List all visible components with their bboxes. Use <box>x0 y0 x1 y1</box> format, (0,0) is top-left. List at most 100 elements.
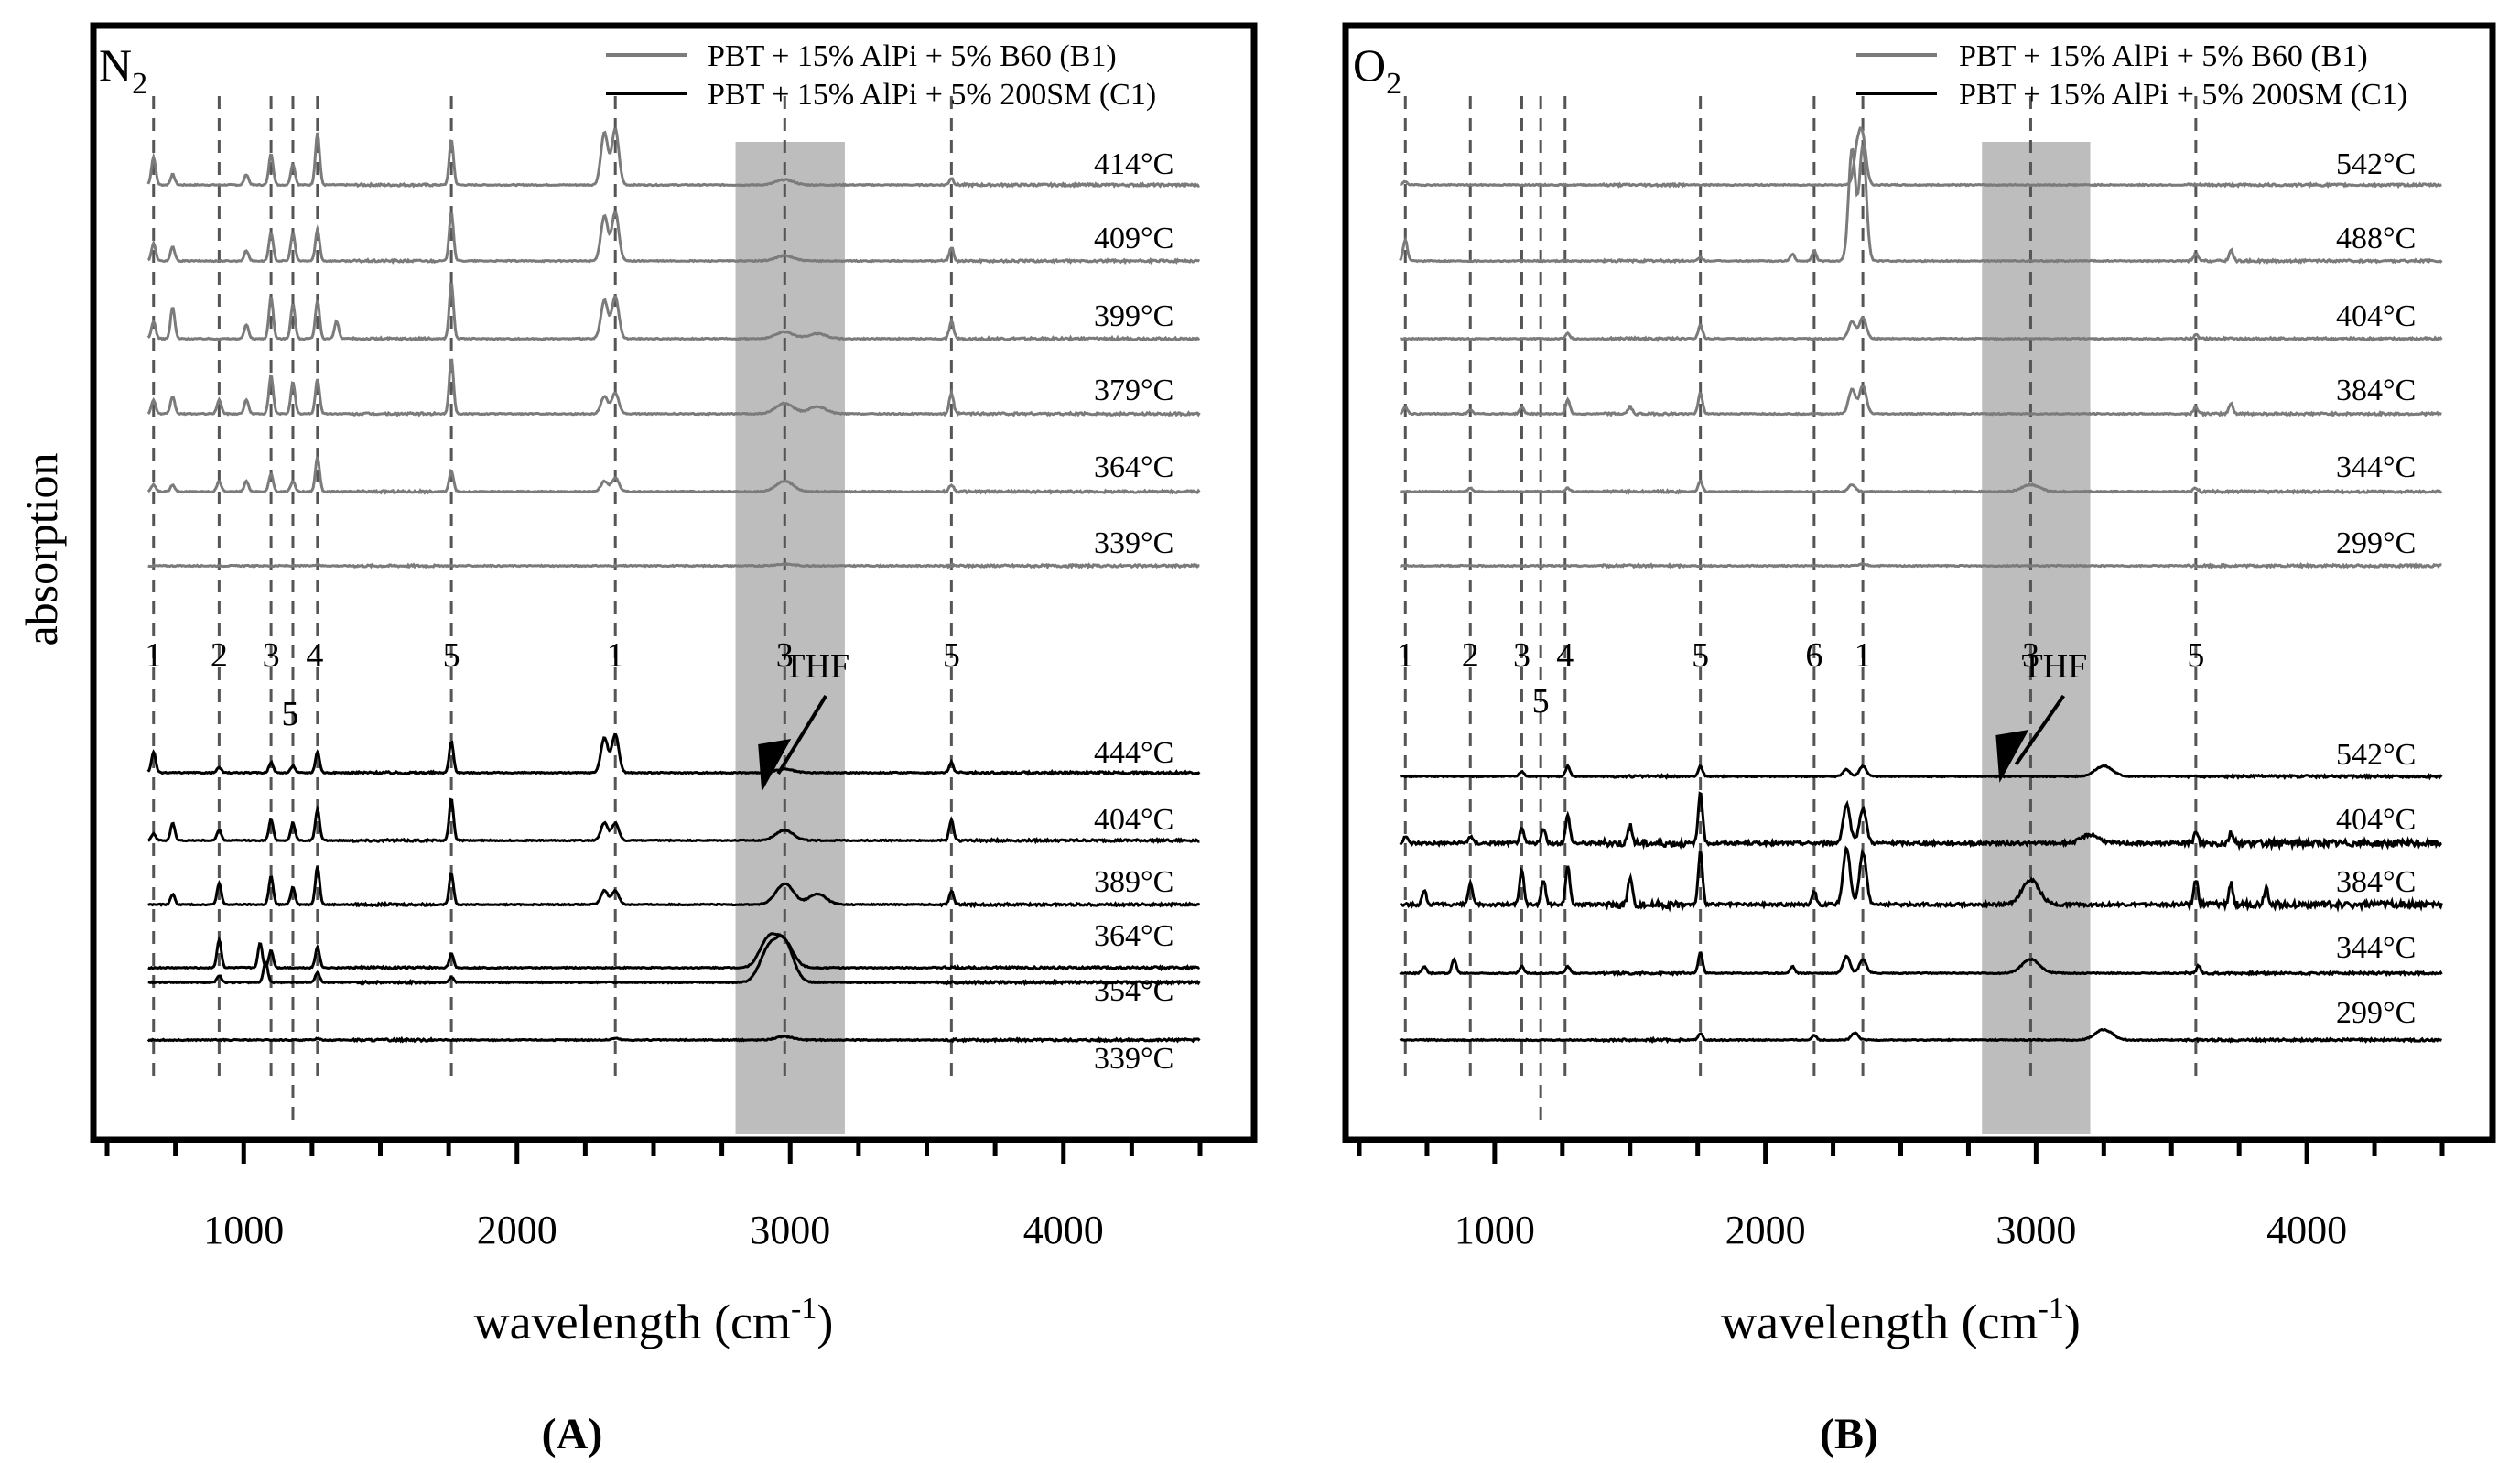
temperature-label: 344°C <box>2336 450 2416 484</box>
band-number-label: 1 <box>1855 636 1872 675</box>
band-number-label: 1 <box>1397 636 1414 675</box>
x-tick-label: 2000 <box>1725 1208 1806 1252</box>
temperature-label: 379°C <box>1094 374 1173 407</box>
x-tick-label: 2000 <box>477 1208 557 1252</box>
atmosphere-label: O2 <box>1353 39 1401 101</box>
thf-arrow-shaft <box>2014 694 2066 766</box>
spectrum-b1-line <box>146 283 1201 342</box>
temperature-label: 344°C <box>2336 931 2416 965</box>
x-tick-label: 3000 <box>750 1208 830 1252</box>
temperature-label: 384°C <box>2336 374 2416 407</box>
atmosphere-label-main: N <box>99 39 132 91</box>
spectrum-c1-line <box>1399 791 2442 851</box>
spectrum-b1-line <box>1400 561 2442 570</box>
spectrum-c1-line <box>1399 845 2443 913</box>
spectrum-b1-line <box>146 127 1200 189</box>
band-number-label: 5 <box>1692 636 1709 675</box>
band-number-label: 3 <box>1513 636 1530 675</box>
band-number-label: 5 <box>1532 682 1550 721</box>
spectrum-c1-line <box>147 932 1201 972</box>
x-tick-label: 1000 <box>203 1208 284 1252</box>
thf-arrow-head <box>1995 730 2029 783</box>
band-number-label: 4 <box>1556 636 1574 675</box>
spectrum-c1-line <box>1399 951 2443 978</box>
thf-annotation-label: THF <box>2021 647 2087 686</box>
band-number-label: 5 <box>943 636 960 675</box>
spectrum-b1-line <box>1400 479 2443 495</box>
band-number-label: 2 <box>1462 636 1479 675</box>
x-tick-label: 1000 <box>1455 1208 1535 1252</box>
spectrum-c1-line <box>146 1035 1201 1044</box>
temperature-label: 299°C <box>2336 526 2416 560</box>
spectrum-b1-line <box>146 358 1201 417</box>
temperature-label: 409°C <box>1094 222 1173 255</box>
x-tick-label: 4000 <box>1023 1208 1104 1252</box>
y-axis-label: absorption <box>16 452 67 645</box>
x-axis-label: wavelength (cm-1) <box>474 1292 834 1349</box>
x-axis-label-tail: ) <box>2064 1295 2081 1349</box>
spectrum-b1-line <box>1399 143 2443 265</box>
legend-entry: PBT + 15% AlPi + 5% 200SM (C1) <box>1959 78 2407 112</box>
legend-entry: PBT + 15% AlPi + 5% B60 (B1) <box>708 39 1117 73</box>
band-number-label: 1 <box>145 636 162 675</box>
temperature-label: 399°C <box>1094 299 1173 333</box>
band-number-label: 5 <box>443 636 460 675</box>
x-axis-label-main: wavelength (cm <box>474 1295 791 1349</box>
spectrum-b1-line <box>1400 315 2443 342</box>
panel-a: 414°C 409°C 399°C 379°C 364°C 339°C 444°C 404°C… <box>90 22 1258 1458</box>
spectrum-b1-line <box>1400 126 2442 190</box>
shaded-thf-band <box>1982 142 2091 1134</box>
spectrum-c1-line <box>1399 1027 2443 1045</box>
band-number-label: 5 <box>2187 636 2204 675</box>
spectrum-b1-line <box>1400 384 2442 417</box>
thf-annotation-label: THF <box>784 647 849 686</box>
band-number-label: 1 <box>607 636 624 675</box>
x-axis-label-tail: ) <box>817 1295 833 1349</box>
spectrum-c1-line <box>1400 763 2443 781</box>
spectrum-c1-line <box>147 935 1201 987</box>
thf-arrow-head <box>758 739 792 792</box>
temperature-label: 414°C <box>1094 147 1173 181</box>
temperature-label: 542°C <box>2336 738 2416 772</box>
temperature-label: 404°C <box>2336 299 2416 333</box>
plot-frame <box>90 22 1258 1143</box>
panel-b: 542°C 488°C 404°C 384°C 344°C 299°C 542°C 404°C… <box>1342 22 2496 1458</box>
atmosphere-label-subscript: 2 <box>1386 67 1401 101</box>
temperature-label: 384°C <box>2336 865 2416 899</box>
panel-label: (A) <box>542 1410 603 1458</box>
temperature-label: 364°C <box>1094 919 1173 953</box>
plot-frame <box>1342 22 2496 1143</box>
thf-arrow-shaft <box>776 694 827 775</box>
temperature-label: 299°C <box>2336 996 2416 1030</box>
temperature-label: 364°C <box>1094 450 1173 484</box>
temperature-label: 542°C <box>2336 147 2416 181</box>
x-axis-label: wavelength (cm-1) <box>1721 1292 2081 1349</box>
x-axis-label-superscript: -1 <box>791 1292 817 1326</box>
spectrum-b1-line <box>146 456 1201 495</box>
atmosphere-label-main: O <box>1353 39 1386 91</box>
legend-entry: PBT + 15% AlPi + 5% 200SM (C1) <box>708 78 1156 112</box>
temperature-label: 444°C <box>1094 736 1173 770</box>
band-number-label: 2 <box>211 636 228 675</box>
atmosphere-label: N2 <box>99 39 147 101</box>
temperature-label: 339°C <box>1094 1042 1173 1076</box>
temperature-label: 404°C <box>2336 803 2416 837</box>
band-number-label: 3 <box>263 636 280 675</box>
spectrum-c1-line <box>147 797 1200 845</box>
band-number-label: 4 <box>306 636 323 675</box>
temperature-label: 354°C <box>1094 974 1173 1008</box>
x-tick-label: 3000 <box>1995 1208 2076 1252</box>
temperature-label: 339°C <box>1094 526 1173 560</box>
band-number-label: 5 <box>281 695 298 733</box>
x-tick-label: 4000 <box>2266 1208 2347 1252</box>
x-axis-label-superscript: -1 <box>2039 1292 2064 1326</box>
band-number-label: 6 <box>1805 636 1822 675</box>
panel-label: (B) <box>1820 1410 1878 1458</box>
temperature-label: 404°C <box>1094 803 1173 837</box>
spectrum-c1-line <box>146 732 1201 776</box>
atmosphere-label-subscript: 2 <box>132 67 147 101</box>
x-axis-label-main: wavelength (cm <box>1721 1295 2038 1349</box>
legend-entry: PBT + 15% AlPi + 5% B60 (B1) <box>1959 39 2368 73</box>
